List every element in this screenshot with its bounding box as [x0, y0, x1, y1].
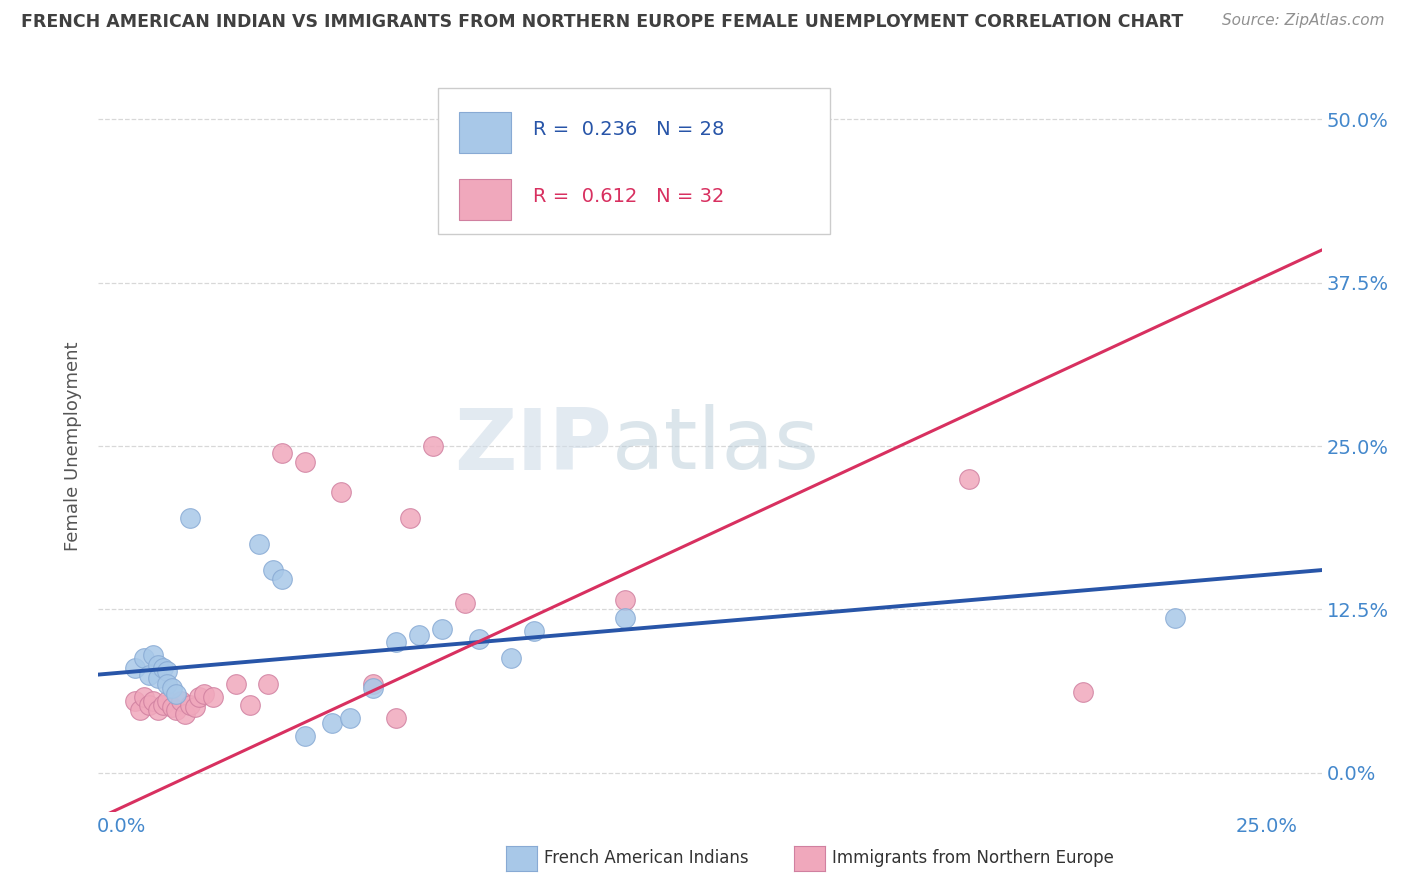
Point — [124, 661, 146, 675]
FancyBboxPatch shape — [439, 87, 830, 234]
Text: FRENCH AMERICAN INDIAN VS IMMIGRANTS FROM NORTHERN EUROPE FEMALE UNEMPLOYMENT CO: FRENCH AMERICAN INDIAN VS IMMIGRANTS FRO… — [21, 13, 1184, 31]
Point — [156, 664, 179, 678]
Point — [270, 572, 292, 586]
Point — [170, 694, 193, 708]
Point — [385, 711, 408, 725]
FancyBboxPatch shape — [460, 112, 510, 153]
Text: Immigrants from Northern Europe: Immigrants from Northern Europe — [832, 849, 1114, 867]
Point — [270, 445, 292, 459]
Point — [160, 700, 183, 714]
Y-axis label: Female Unemployment: Female Unemployment — [63, 342, 82, 550]
Point — [193, 687, 215, 701]
Point — [128, 703, 150, 717]
Point — [262, 563, 284, 577]
Text: French American Indians: French American Indians — [544, 849, 749, 867]
FancyBboxPatch shape — [460, 179, 510, 220]
Point — [146, 703, 169, 717]
Point — [156, 694, 179, 708]
Point — [152, 661, 174, 675]
Point — [152, 698, 174, 712]
Text: R =  0.612   N = 32: R = 0.612 N = 32 — [533, 187, 724, 206]
Point — [499, 650, 522, 665]
Point — [138, 698, 160, 712]
Point — [138, 667, 160, 681]
Point — [1164, 611, 1187, 625]
Point — [179, 698, 201, 712]
Point — [165, 687, 187, 701]
Point — [385, 635, 408, 649]
Point — [408, 628, 430, 642]
Text: R =  0.236   N = 28: R = 0.236 N = 28 — [533, 120, 724, 139]
Point — [188, 690, 211, 704]
Point — [614, 593, 637, 607]
Point — [568, 203, 591, 218]
Point — [183, 700, 205, 714]
Text: ZIP: ZIP — [454, 404, 612, 488]
Point — [294, 729, 316, 743]
Point — [454, 596, 477, 610]
Point — [422, 439, 444, 453]
Point — [363, 676, 385, 690]
Point — [614, 611, 637, 625]
Point — [339, 711, 361, 725]
Point — [174, 706, 197, 721]
Point — [430, 622, 453, 636]
Point — [239, 698, 262, 712]
Point — [156, 676, 179, 690]
Point — [142, 648, 165, 662]
Point — [134, 690, 156, 704]
Point — [523, 624, 546, 639]
Point — [321, 715, 343, 730]
Point — [165, 703, 187, 717]
Point — [146, 672, 169, 686]
Point — [225, 676, 247, 690]
Point — [134, 650, 156, 665]
Point — [330, 484, 353, 499]
Point — [160, 681, 183, 695]
Point — [1073, 684, 1095, 698]
Text: Source: ZipAtlas.com: Source: ZipAtlas.com — [1222, 13, 1385, 29]
Point — [247, 537, 270, 551]
Point — [467, 632, 489, 647]
Text: atlas: atlas — [612, 404, 820, 488]
Point — [179, 511, 201, 525]
Point — [957, 472, 980, 486]
Point — [201, 690, 224, 704]
Point — [124, 694, 146, 708]
Point — [363, 681, 385, 695]
Point — [294, 455, 316, 469]
Point — [257, 676, 280, 690]
Point — [146, 658, 169, 673]
Point — [142, 694, 165, 708]
Point — [399, 511, 422, 525]
